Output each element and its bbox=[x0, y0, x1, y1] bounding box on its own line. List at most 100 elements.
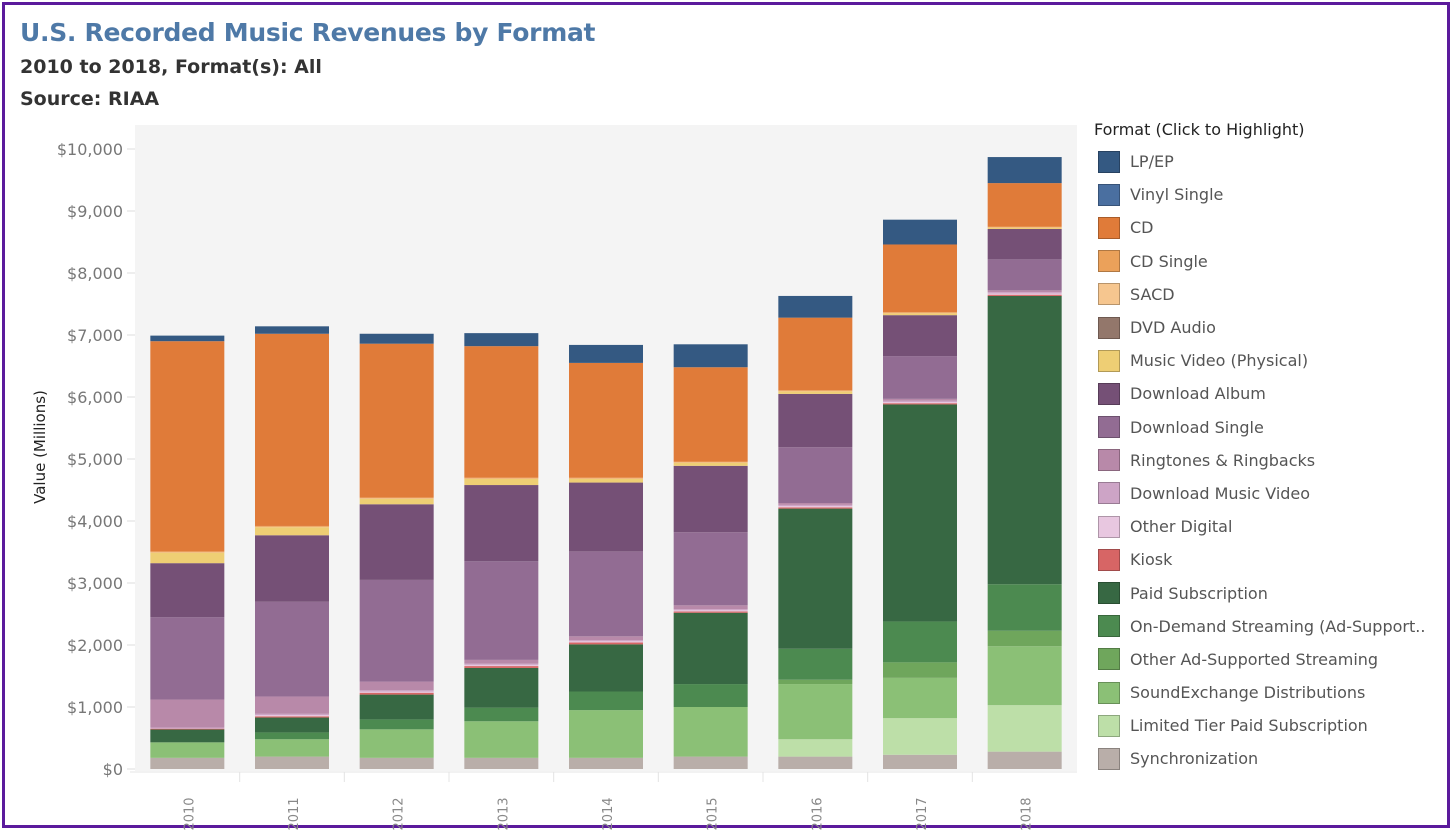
legend-item[interactable]: Kiosk bbox=[1094, 543, 1425, 576]
bar-segment bbox=[778, 508, 853, 649]
bar-segment bbox=[464, 757, 539, 769]
legend-item[interactable]: Synchronization bbox=[1094, 742, 1425, 775]
legend-item[interactable]: Download Album bbox=[1094, 377, 1425, 410]
bar-segment bbox=[778, 390, 853, 391]
legend-item[interactable]: SACD bbox=[1094, 278, 1425, 311]
legend-item[interactable]: DVD Audio bbox=[1094, 311, 1425, 344]
bar-segment bbox=[673, 707, 748, 757]
bar-segment bbox=[569, 551, 643, 637]
x-tick-label: 2015 bbox=[706, 797, 721, 830]
legend-item[interactable]: LP/EP bbox=[1094, 145, 1425, 178]
bar-segment bbox=[987, 259, 1062, 291]
bar-segment bbox=[150, 728, 225, 730]
bar-segment bbox=[359, 343, 434, 498]
legend-swatch bbox=[1098, 183, 1120, 206]
bar-segment bbox=[883, 677, 957, 719]
bar-segment bbox=[255, 756, 329, 769]
bar-segment bbox=[883, 718, 957, 755]
bar-segment bbox=[255, 739, 329, 757]
bar-segment bbox=[883, 662, 957, 678]
bar-segment bbox=[883, 621, 957, 663]
y-tick-label: $1,000 bbox=[67, 698, 123, 717]
bar-segment bbox=[778, 503, 853, 505]
legend-item[interactable]: SoundExchange Distributions bbox=[1094, 676, 1425, 709]
bar-segment bbox=[359, 498, 434, 505]
bar-segment bbox=[778, 504, 853, 507]
legend: Format (Click to Highlight) LP/EP Vinyl S… bbox=[1094, 120, 1425, 776]
bar-segment bbox=[987, 705, 1062, 752]
bar-segment bbox=[255, 717, 329, 733]
bar-segment bbox=[778, 648, 853, 680]
bar-segment bbox=[464, 477, 539, 479]
bar-segment bbox=[883, 754, 957, 769]
legend-item[interactable]: CD bbox=[1094, 211, 1425, 244]
legend-item[interactable]: Other Digital bbox=[1094, 510, 1425, 543]
legend-label: Synchronization bbox=[1130, 749, 1259, 769]
legend-label: LP/EP bbox=[1130, 152, 1174, 172]
bar-segment bbox=[883, 315, 957, 357]
bar-segment bbox=[987, 183, 1062, 227]
legend-label: Download Single bbox=[1130, 417, 1264, 437]
bar-segment bbox=[778, 391, 853, 394]
bar-segment bbox=[569, 710, 643, 758]
legend-label: Other Ad-Supported Streaming bbox=[1130, 649, 1379, 669]
legend-swatch bbox=[1098, 250, 1120, 273]
bar-segment bbox=[359, 333, 434, 344]
bar-segment bbox=[150, 699, 225, 728]
legend-label: On-Demand Streaming (Ad-Support.. bbox=[1130, 616, 1426, 636]
legend-swatch bbox=[1098, 349, 1120, 372]
y-axis-title: Value (Millions) bbox=[31, 390, 49, 504]
bar-segment bbox=[464, 333, 539, 347]
bar-segment bbox=[778, 390, 853, 392]
legend-item[interactable]: CD Single bbox=[1094, 245, 1425, 278]
legend-item[interactable]: On-Demand Streaming (Ad-Support.. bbox=[1094, 610, 1425, 643]
bar-segment bbox=[150, 552, 225, 553]
bar-segment bbox=[569, 757, 643, 769]
bar-segment bbox=[673, 462, 748, 463]
bar-segment bbox=[778, 756, 853, 769]
legend-item[interactable]: Ringtones & Ringbacks bbox=[1094, 444, 1425, 477]
bar-segment bbox=[569, 344, 643, 363]
legend-item[interactable]: Download Single bbox=[1094, 411, 1425, 444]
bar-segment bbox=[883, 403, 957, 405]
bar-segment bbox=[778, 684, 853, 740]
legend-label: Ringtones & Ringbacks bbox=[1130, 450, 1316, 470]
bar-segment bbox=[569, 362, 643, 478]
bar-segment bbox=[569, 691, 643, 711]
legend-swatch bbox=[1098, 416, 1120, 439]
bar-segment bbox=[673, 684, 748, 707]
x-tick-label: 2014 bbox=[601, 797, 616, 830]
bar-segment bbox=[359, 719, 434, 730]
bar-segment bbox=[150, 551, 225, 553]
legend-item[interactable]: Music Video (Physical) bbox=[1094, 344, 1425, 377]
legend-swatch bbox=[1098, 150, 1120, 173]
legend-item[interactable]: Paid Subscription bbox=[1094, 576, 1425, 609]
y-tick-label: $7,000 bbox=[67, 326, 123, 345]
bar-segment bbox=[883, 400, 957, 402]
bar-segment bbox=[673, 609, 748, 611]
legend-title: Format (Click to Highlight) bbox=[1094, 120, 1305, 139]
legend-item[interactable]: Vinyl Single bbox=[1094, 178, 1425, 211]
y-tick-label: $2,000 bbox=[67, 636, 123, 655]
legend-item[interactable]: Other Ad-Supported Streaming bbox=[1094, 643, 1425, 676]
x-tick-label: 2018 bbox=[1020, 797, 1035, 830]
bar-segment bbox=[673, 612, 748, 685]
bar-segment bbox=[359, 690, 434, 692]
bar-segment bbox=[359, 504, 434, 580]
bar-segment bbox=[464, 478, 539, 480]
bar-segment bbox=[150, 563, 225, 618]
legend-item[interactable]: Download Music Video bbox=[1094, 477, 1425, 510]
legend-swatch bbox=[1098, 382, 1120, 405]
bar-segment bbox=[464, 561, 539, 660]
bar-segment bbox=[778, 506, 853, 508]
legend-item[interactable]: Limited Tier Paid Subscription bbox=[1094, 709, 1425, 742]
bar-segment bbox=[673, 465, 748, 533]
bar-segment bbox=[464, 485, 539, 562]
bar-segment bbox=[569, 642, 643, 645]
bar-segment bbox=[255, 326, 329, 334]
bar-segment bbox=[987, 227, 1062, 228]
bar-segment bbox=[150, 335, 225, 342]
bar-segment bbox=[673, 344, 748, 368]
x-tick-label: 2010 bbox=[182, 797, 197, 830]
y-tick-label: $3,000 bbox=[67, 574, 123, 593]
